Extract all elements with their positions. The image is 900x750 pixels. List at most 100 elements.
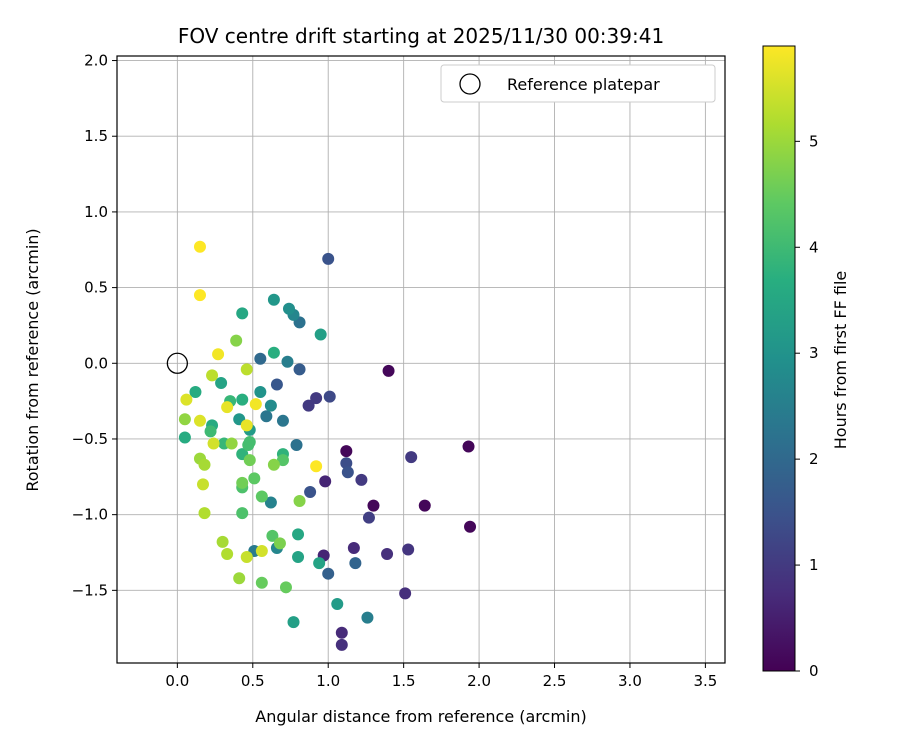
data-point: [236, 393, 249, 406]
colorbar-tick-label: 3: [809, 344, 819, 362]
data-point: [198, 458, 211, 471]
data-point: [193, 414, 206, 427]
y-tick-label: 0.0: [84, 354, 108, 372]
colorbar-tick-label: 4: [809, 238, 819, 256]
y-tick-label: 2.0: [84, 52, 108, 70]
data-point: [279, 581, 292, 594]
reference-marker: [166, 352, 188, 374]
data-point: [254, 386, 267, 399]
x-tick-label: 3.0: [618, 672, 642, 690]
data-point: [243, 454, 256, 467]
reference-marker-group: [166, 352, 188, 374]
data-point: [322, 252, 335, 265]
data-point: [249, 398, 262, 411]
y-tick-label: −0.5: [72, 430, 108, 448]
data-point: [290, 439, 303, 452]
data-point: [204, 425, 217, 438]
x-tick-label: 2.0: [467, 672, 491, 690]
data-point: [248, 472, 261, 485]
plot-frame: [116, 55, 726, 664]
data-point: [293, 495, 306, 508]
data-point: [304, 485, 317, 498]
data-point: [240, 419, 253, 432]
data-point: [276, 414, 289, 427]
data-point: [355, 473, 368, 486]
data-points: [178, 240, 477, 651]
grid-lines: [117, 56, 725, 663]
data-point: [340, 445, 353, 458]
colorbar-tick-label: 2: [809, 450, 819, 468]
data-point: [221, 401, 234, 414]
y-axis-ticks: 2.0 1.5 1.0 0.5 0.0 −0.5 −1.0 −1.5: [72, 52, 117, 599]
data-point: [405, 451, 418, 464]
x-tick-label: 0.5: [241, 672, 265, 690]
data-point: [215, 376, 228, 389]
colorbar: 0 1 2 3 4 5 Hours from first FF file: [762, 45, 850, 680]
data-point: [178, 413, 191, 426]
data-point: [266, 529, 279, 542]
data-point: [381, 548, 394, 561]
y-tick-label: −1.5: [72, 581, 108, 599]
data-point: [242, 439, 255, 452]
data-point: [382, 364, 395, 377]
data-point: [254, 352, 267, 365]
legend-reference-marker: [459, 73, 481, 95]
data-point: [264, 496, 277, 509]
data-point: [367, 499, 380, 512]
data-point: [331, 597, 344, 610]
data-point: [267, 293, 280, 306]
x-tick-label: 1.5: [392, 672, 416, 690]
x-tick-label: 0.0: [165, 672, 189, 690]
data-point: [180, 393, 193, 406]
data-point: [340, 457, 353, 470]
data-point: [402, 543, 415, 556]
legend: Reference platepar: [440, 64, 716, 103]
legend-box: [440, 64, 716, 103]
data-point: [349, 557, 362, 570]
data-point: [293, 363, 306, 376]
x-axis-label: Angular distance from reference (arcmin): [255, 707, 586, 726]
data-point: [276, 454, 289, 467]
colorbar-label: Hours from first FF file: [831, 271, 850, 450]
colorbar-tick-label: 1: [809, 556, 819, 574]
data-point: [212, 348, 225, 361]
data-point: [310, 392, 323, 405]
data-point: [287, 616, 300, 629]
data-point: [207, 437, 220, 450]
data-point: [233, 572, 246, 585]
data-point: [225, 437, 238, 450]
data-point: [462, 440, 475, 453]
data-point: [230, 334, 243, 347]
data-point: [198, 507, 211, 520]
data-point: [323, 390, 336, 403]
data-point: [236, 307, 249, 320]
y-tick-label: 0.5: [84, 279, 108, 297]
data-point: [193, 289, 206, 302]
data-point: [282, 302, 295, 315]
data-point: [189, 386, 202, 399]
chart-title: FOV centre drift starting at 2025/11/30 …: [178, 24, 664, 48]
data-point: [292, 551, 305, 564]
colorbar-tick-label: 0: [809, 662, 819, 680]
data-point: [314, 328, 327, 341]
data-point: [193, 240, 206, 253]
data-point: [255, 490, 268, 503]
data-point: [236, 507, 249, 520]
colorbar-gradient: [762, 45, 796, 672]
colorbar-tick-label: 5: [809, 132, 819, 150]
data-point: [240, 363, 253, 376]
data-point: [240, 551, 253, 564]
data-point: [341, 466, 354, 479]
data-point: [464, 520, 477, 533]
legend-reference-label: Reference platepar: [507, 75, 660, 94]
data-point: [302, 399, 315, 412]
data-point: [399, 587, 412, 600]
x-tick-label: 3.5: [693, 672, 717, 690]
data-point: [362, 511, 375, 524]
data-point: [418, 499, 431, 512]
data-point: [221, 548, 234, 561]
data-point: [319, 475, 332, 488]
data-point: [273, 537, 286, 550]
y-axis-label: Rotation from reference (arcmin): [23, 228, 42, 491]
y-tick-label: 1.5: [84, 127, 108, 145]
